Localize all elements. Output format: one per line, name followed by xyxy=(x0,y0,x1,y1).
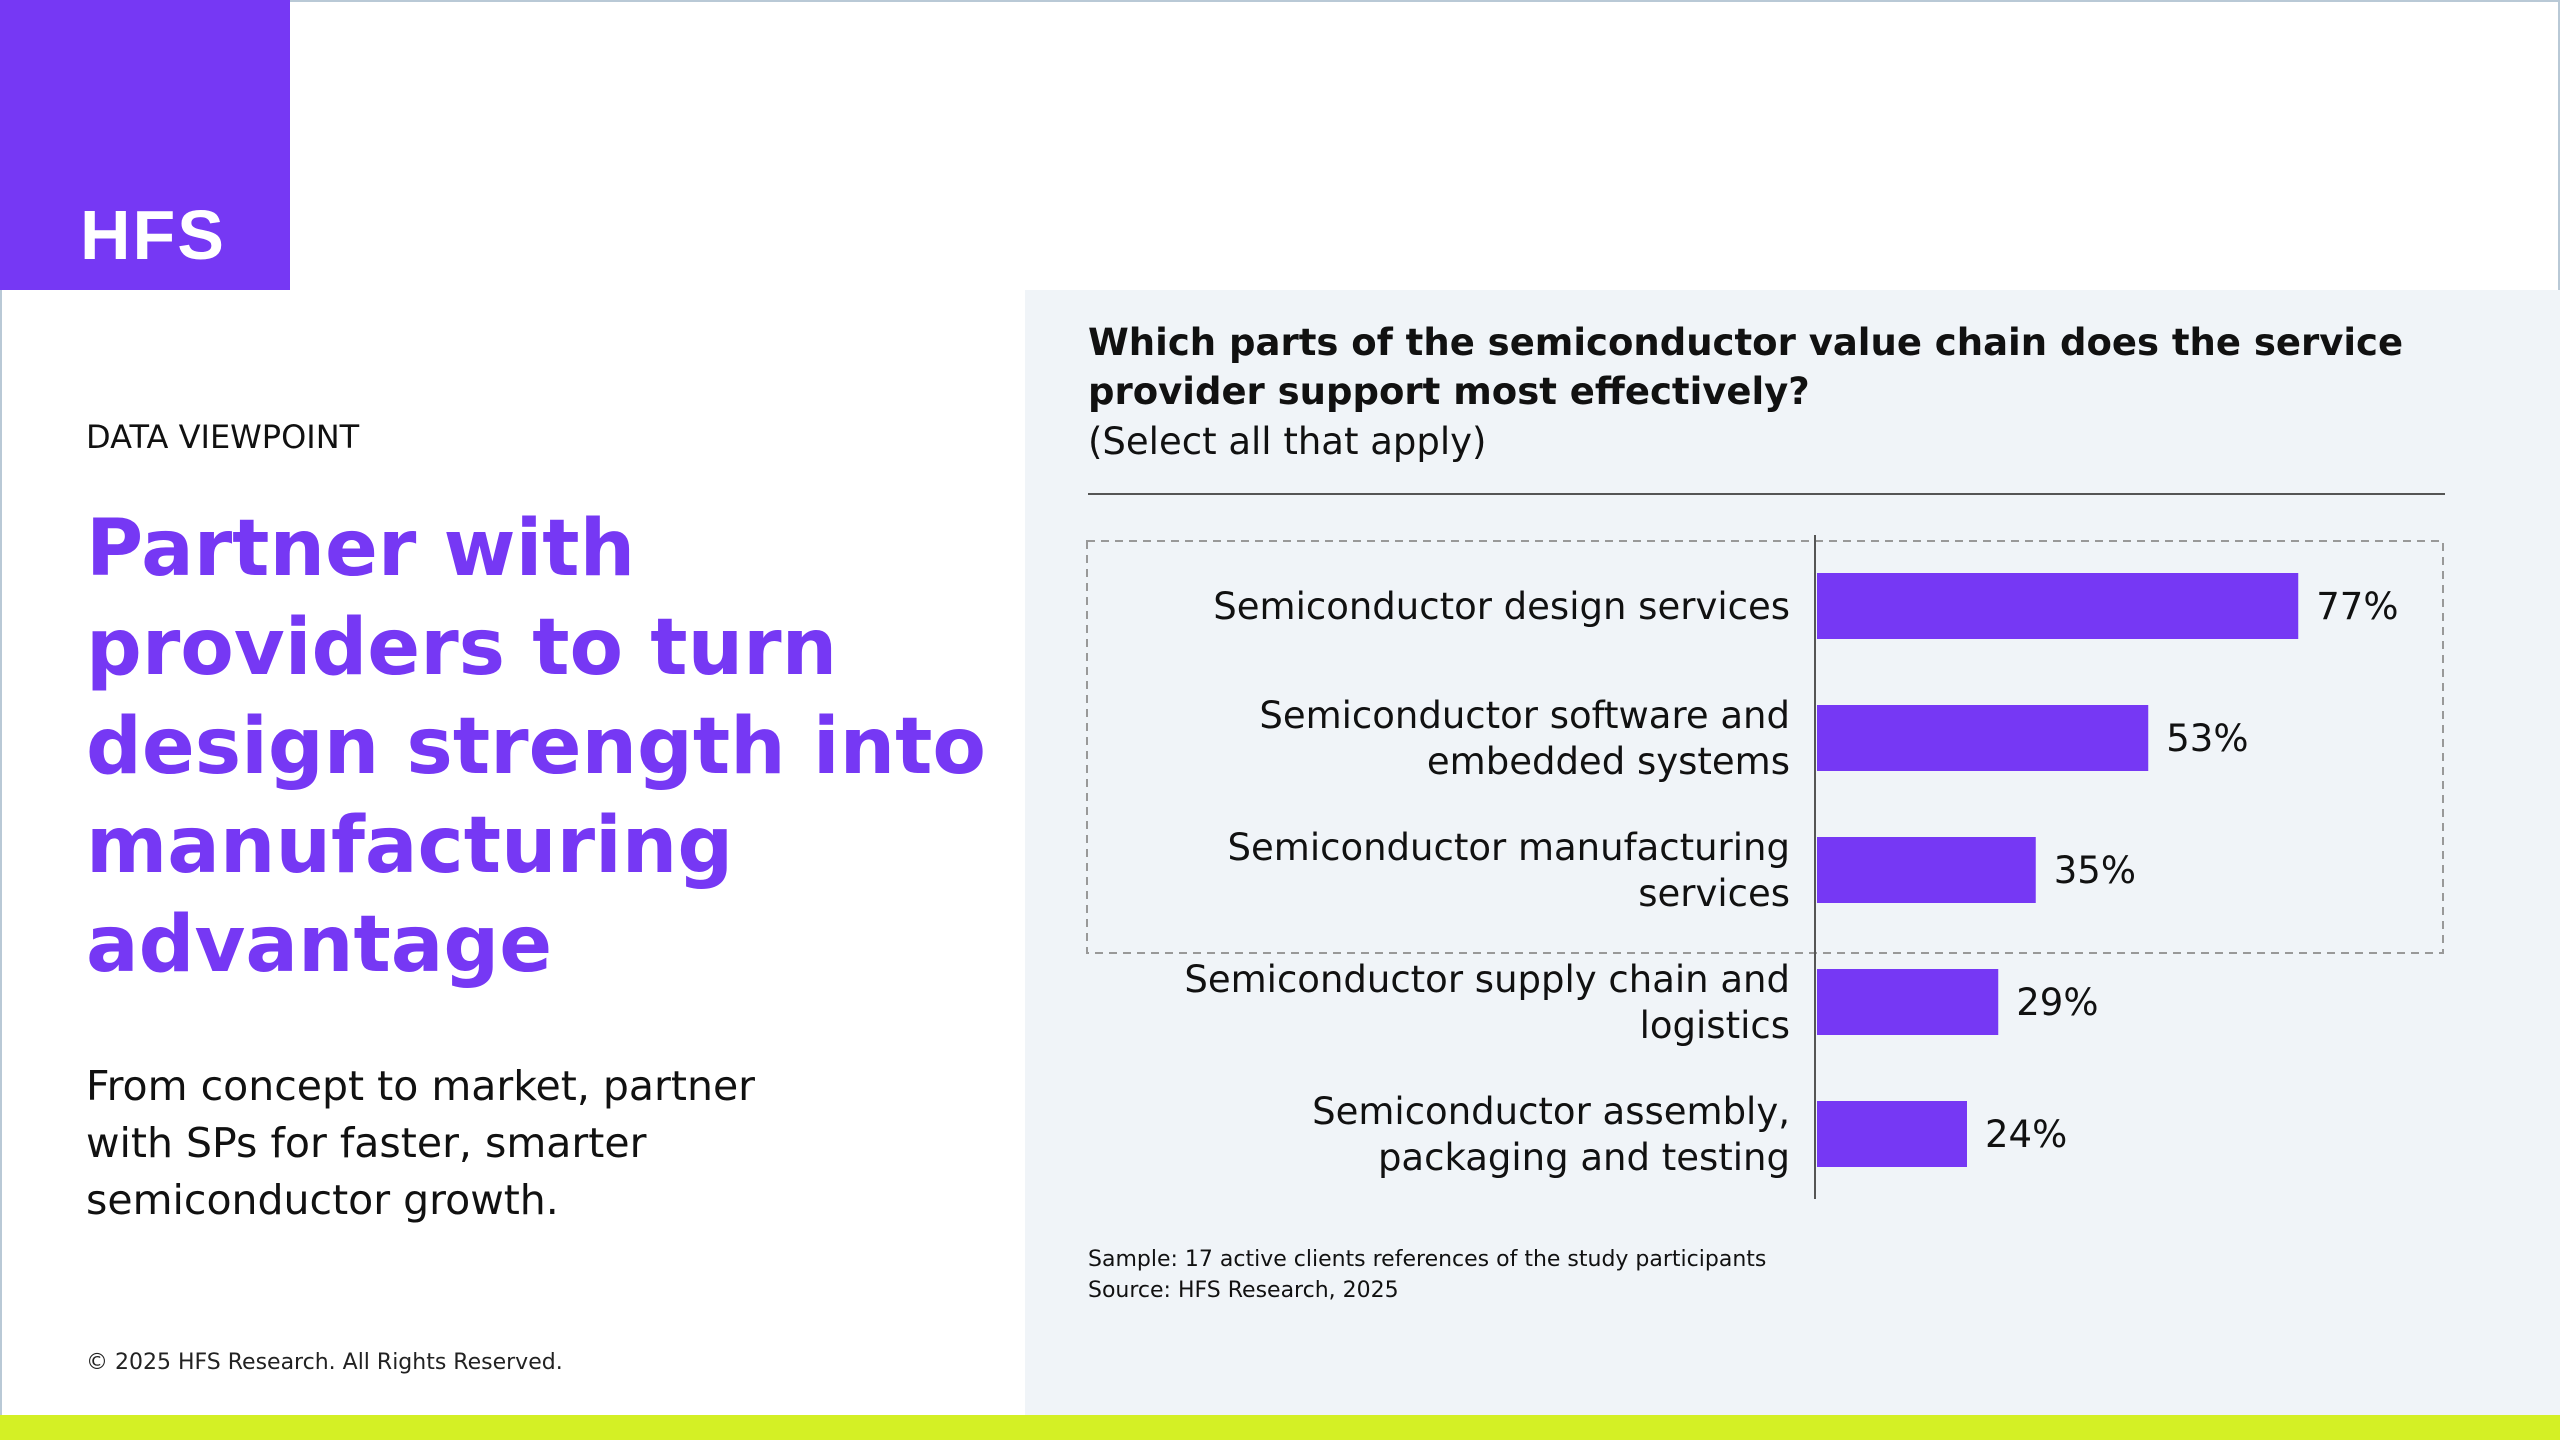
bar xyxy=(1817,969,1999,1035)
headline-line: design strength into xyxy=(86,702,986,792)
highlight-box xyxy=(1086,540,2444,954)
bar xyxy=(1817,1101,1967,1167)
category-label: embedded systems xyxy=(1427,740,1790,783)
bar xyxy=(1817,573,2299,639)
data-label: 77% xyxy=(2316,585,2398,628)
source-note: Source: HFS Research, 2025 xyxy=(1088,1278,1399,1303)
subcopy-line: with SPs for faster, smarter xyxy=(86,1119,647,1167)
chart-question: Which parts of the semiconductor value c… xyxy=(1088,318,2468,416)
bar xyxy=(1817,705,2149,771)
headline: Partner with providers to turn design st… xyxy=(86,500,986,995)
chart-panel xyxy=(1025,290,2560,1415)
category-label: services xyxy=(1638,872,1790,915)
category-label: logistics xyxy=(1640,1004,1790,1047)
data-label: 35% xyxy=(2054,849,2136,892)
category-label: packaging and testing xyxy=(1378,1136,1790,1179)
question-line: provider support most effectively? xyxy=(1088,370,1810,413)
subcopy-line: From concept to market, partner xyxy=(86,1062,756,1110)
data-label: 29% xyxy=(2016,981,2098,1024)
headline-line: manufacturing xyxy=(86,801,734,891)
eyebrow-label: DATA VIEWPOINT xyxy=(86,418,360,456)
category-label: Semiconductor software and xyxy=(1259,694,1790,737)
copyright: © 2025 HFS Research. All Rights Reserved… xyxy=(86,1350,563,1375)
question-note: (Select all that apply) xyxy=(1088,420,1487,463)
bar xyxy=(1817,837,2036,903)
subcopy: From concept to market, partner with SPs… xyxy=(86,1058,846,1229)
bottom-accent-band xyxy=(0,1415,2560,1440)
bar-chart: 77% Semiconductor design services 53% Semic… xyxy=(1086,535,2444,1199)
headline-line: advantage xyxy=(86,900,553,990)
divider xyxy=(1088,493,2445,495)
category-label: Semiconductor assembly, xyxy=(1312,1090,1790,1133)
footnotes: Sample: 17 active clients references of … xyxy=(1088,1244,1766,1306)
data-label: 24% xyxy=(1985,1113,2067,1156)
sample-note: Sample: 17 active clients references of … xyxy=(1088,1247,1767,1272)
hfs-logo: HFS xyxy=(80,196,226,274)
question-line: Which parts of the semiconductor value c… xyxy=(1088,321,2404,364)
category-label: Semiconductor manufacturing xyxy=(1228,826,1790,869)
category-label: Semiconductor supply chain and xyxy=(1184,958,1790,1001)
headline-line: Partner with xyxy=(86,504,636,594)
subcopy-line: semiconductor growth. xyxy=(86,1176,559,1224)
data-label: 53% xyxy=(2166,717,2248,760)
category-label: Semiconductor design services xyxy=(1213,585,1790,628)
logo-block: HFS xyxy=(0,0,290,290)
headline-line: providers to turn xyxy=(86,603,838,693)
